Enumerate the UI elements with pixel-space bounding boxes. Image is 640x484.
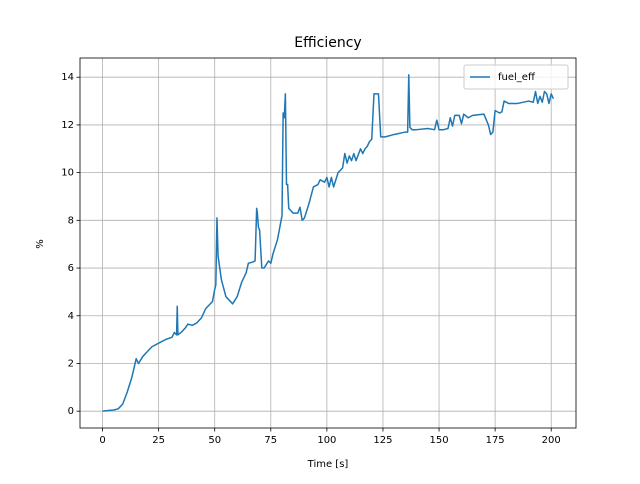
y-tick-label: 8 (68, 215, 74, 226)
y-axis-label: % (35, 239, 46, 249)
x-tick-label: 150 (429, 435, 448, 446)
x-axis-label: Time [s] (307, 459, 349, 470)
y-tick-label: 0 (68, 406, 74, 417)
x-tick-label: 50 (208, 435, 221, 446)
plot-frame (79, 57, 577, 429)
chart-title: Efficiency (294, 35, 361, 51)
x-tick-label: 125 (373, 435, 392, 446)
y-tick-label: 6 (68, 263, 74, 274)
y-tick-label: 4 (68, 311, 74, 322)
legend-label: fuel_eff (498, 72, 536, 83)
line (102, 74, 555, 412)
y-tick-label: 14 (61, 72, 74, 83)
y-tick-label: 2 (68, 358, 74, 369)
legend-box (463, 64, 569, 90)
y-tick-label: 12 (61, 120, 74, 131)
x-tick-label: 100 (317, 435, 336, 446)
y-tick-label: 10 (61, 168, 74, 179)
x-tick-label: 0 (99, 435, 105, 446)
x-tick-label: 175 (486, 435, 505, 446)
x-tick-label: 25 (152, 435, 165, 446)
x-tick-label: 200 (542, 435, 561, 446)
x-tick-label: 75 (264, 435, 277, 446)
